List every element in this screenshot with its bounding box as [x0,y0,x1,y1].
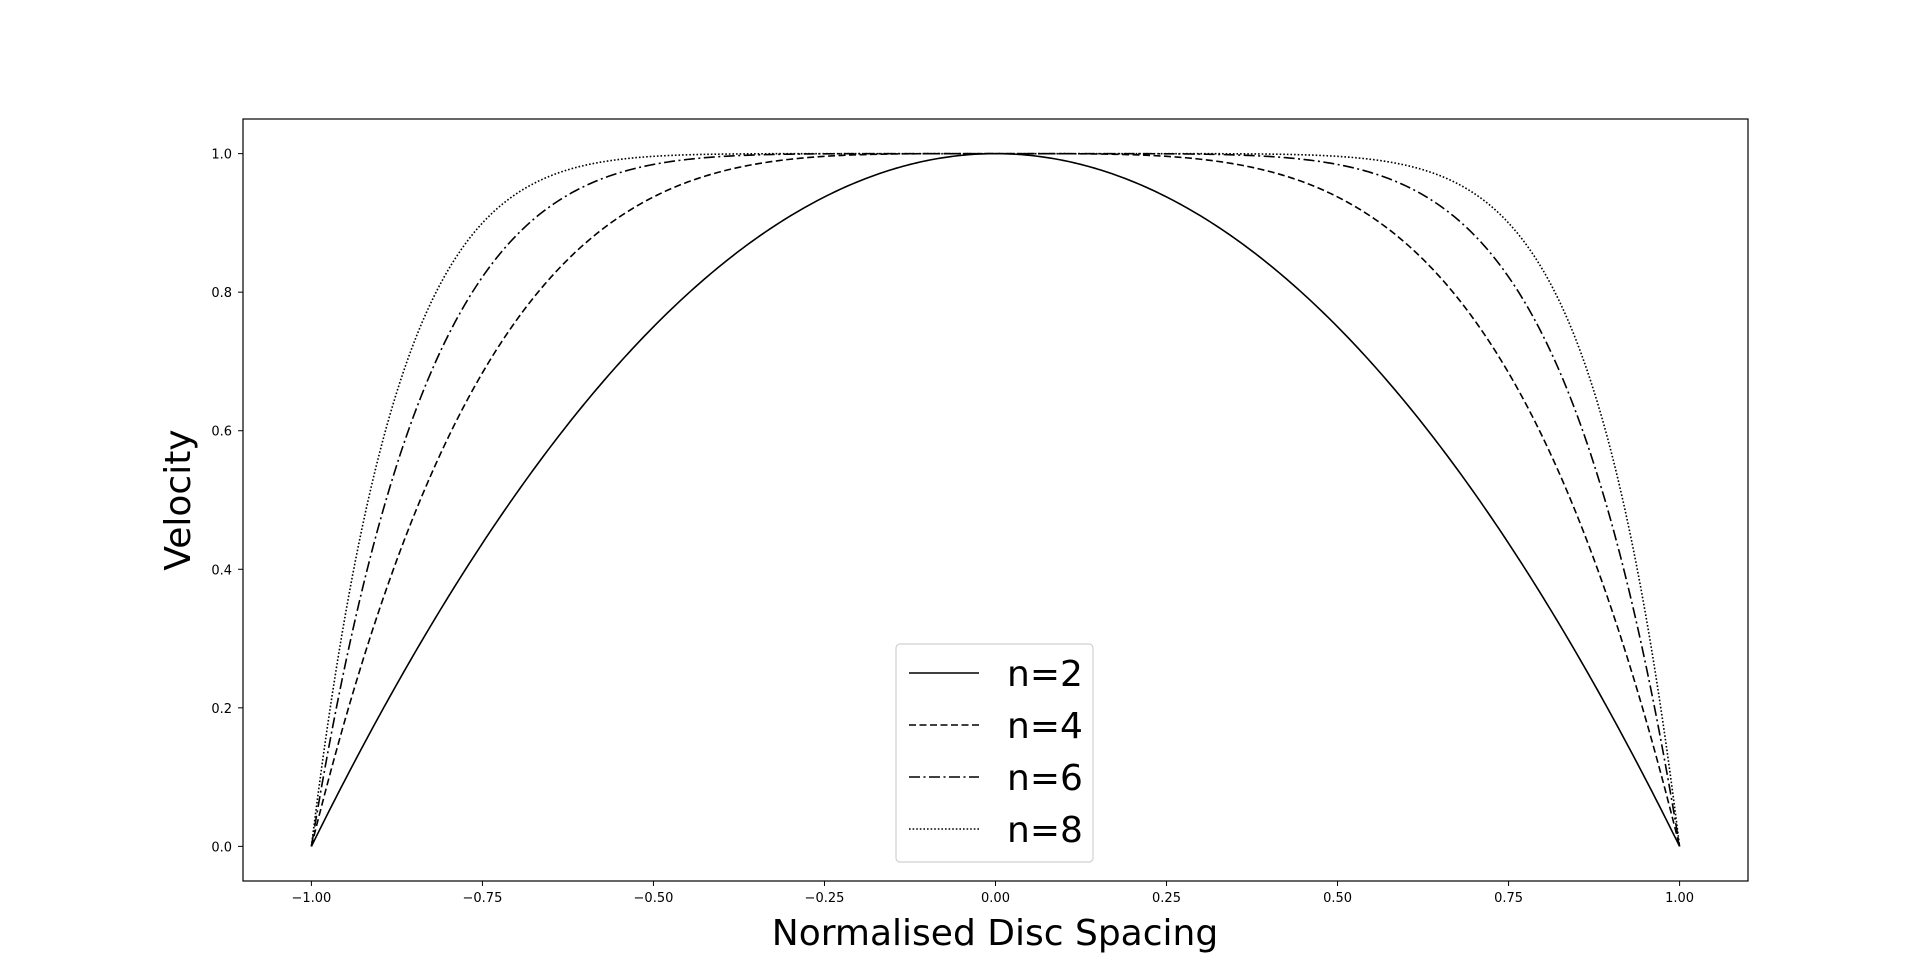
series-line-n-6 [310,152,1681,847]
legend-label: n=6 [1007,758,1083,799]
x-tick-label: 0.75 [1494,891,1523,906]
x-tick-label: −0.50 [634,891,674,906]
series-layer [310,152,1681,847]
x-tick-label: 0.00 [981,891,1010,906]
x-axis: −1.00 −0.75 −0.50 −0.25 0.00 0.25 0.50 0.75 1.00 [291,881,1694,906]
x-tick-label: −0.25 [805,891,845,906]
x-axis-title: Normalised Disc Spacing [772,913,1218,954]
x-tick-label: 0.25 [1152,891,1181,906]
y-tick-label: 0.0 [211,840,232,855]
legend-label: n=2 [1007,654,1083,695]
y-tick-label: 0.8 [211,286,232,301]
legend: n=2 n=4 n=6 n=8 [895,643,1094,863]
y-tick-label: 0.4 [211,563,232,578]
y-tick-label: 1.0 [211,148,232,163]
x-tick-label: −1.00 [291,891,331,906]
x-tick-label: −0.75 [463,891,503,906]
legend-box [895,643,1094,863]
y-tick-label: 0.6 [211,425,232,440]
legend-label: n=4 [1007,706,1083,747]
legend-label: n=8 [1007,810,1083,851]
series-line-n-8 [310,152,1681,847]
y-axis-title: Velocity [158,429,199,570]
y-tick-label: 0.2 [211,702,232,717]
x-tick-label: 1.00 [1665,891,1694,906]
series-line-n-4 [310,152,1681,847]
y-axis: 0.0 0.2 0.4 0.6 0.8 1.0 [211,148,243,855]
x-tick-label: 0.50 [1323,891,1352,906]
